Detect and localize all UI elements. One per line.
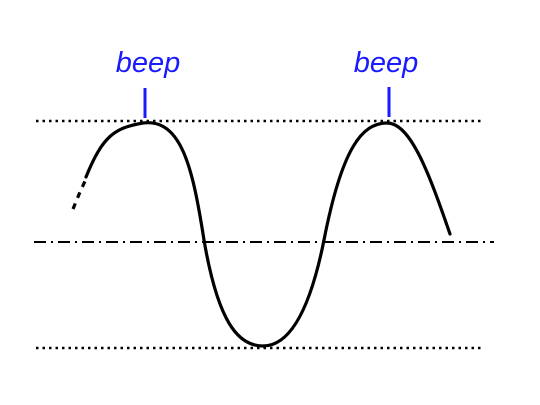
wave-curve bbox=[84, 121, 452, 348]
wave-leading-dashes bbox=[71, 178, 88, 210]
peak-label-2: beep bbox=[354, 47, 419, 79]
peak-label-1: beep bbox=[116, 47, 181, 79]
